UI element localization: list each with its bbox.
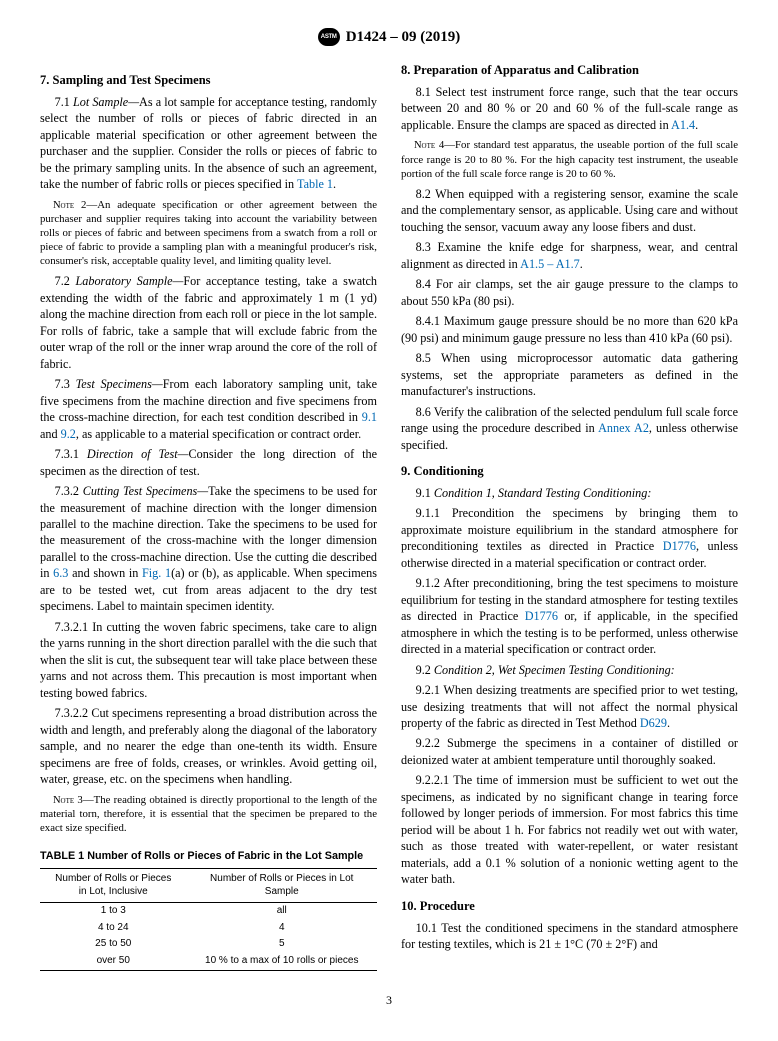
period: . (667, 716, 670, 730)
para-8-6: 8.6 Verify the calibration of the select… (401, 404, 738, 453)
cell: 5 (187, 936, 378, 953)
para-7-3-1: 7.3.1 Direction of Test—Consider the lon… (40, 446, 377, 479)
clause-num: 9.1 (416, 486, 434, 500)
laboratory-sample-heading: Laboratory Sample— (76, 274, 184, 288)
ref-fig-1[interactable]: Fig. 1 (142, 566, 171, 580)
para-7-3-2: 7.3.2 Cutting Test Specimens—Take the sp… (40, 483, 377, 615)
cell: over 50 (40, 952, 187, 971)
ref-9-2[interactable]: 9.2 (61, 427, 76, 441)
astm-logo-icon (318, 28, 340, 46)
col2-line2: Sample (265, 886, 299, 897)
para-9-2-1-body: 9.2.1 When desizing treatments are speci… (401, 683, 738, 730)
table-1-caption: TABLE 1 Number of Rolls or Pieces of Fab… (40, 849, 377, 864)
para-10-1: 10.1 Test the conditioned specimens in t… (401, 920, 738, 953)
cell: 25 to 50 (40, 936, 187, 953)
para-7-2-body: For acceptance testing, take a swatch ex… (40, 274, 377, 370)
para-8-4: 8.4 For air clamps, set the air gauge pr… (401, 276, 738, 309)
table-row: over 5010 % to a max of 10 rolls or piec… (40, 952, 377, 971)
clause-num: 7.1 (55, 95, 73, 109)
direction-of-test-heading: Direction of Test— (87, 447, 189, 461)
sep-mid: and shown in (68, 566, 142, 580)
para-9-2-1: 9.2.1 When desizing treatments are speci… (401, 682, 738, 731)
note-2: Note 2—An adequate specification or othe… (40, 198, 377, 269)
para-8-4-1: 8.4.1 Maximum gauge pressure should be n… (401, 313, 738, 346)
document-code: D1424 – 09 (2019) (346, 29, 461, 46)
table-row: 4 to 244 (40, 919, 377, 936)
table-1: Number of Rolls or Pieces in Lot, Inclusi… (40, 868, 377, 972)
clause-num: 7.3.2 (55, 484, 83, 498)
ref-annex-a2[interactable]: Annex A2 (598, 421, 649, 435)
table-1-col2-header: Number of Rolls or Pieces in Lot Sample (187, 868, 378, 902)
para-7-3-2-1: 7.3.2.1 In cutting the woven fabric spec… (40, 619, 377, 701)
ref-a1-4[interactable]: A1.4 (671, 118, 695, 132)
para-7-2: 7.2 Laboratory Sample—For acceptance tes… (40, 273, 377, 372)
cell: all (187, 902, 378, 919)
clause-num: 7.2 (55, 274, 76, 288)
para-9-1: 9.1 Condition 1, Standard Testing Condit… (401, 485, 738, 501)
cell: 4 to 24 (40, 919, 187, 936)
test-specimens-heading: Test Specimens— (76, 377, 163, 391)
para-7-3: 7.3 Test Specimens—From each laboratory … (40, 376, 377, 442)
sep-and: and (40, 427, 61, 441)
note-3-num: 3— (74, 794, 93, 806)
table-row: 25 to 505 (40, 936, 377, 953)
para-7-1: 7.1 Lot Sample—As a lot sample for accep… (40, 94, 377, 193)
section-9-title: 9. Conditioning (401, 463, 738, 480)
para-7-3-body-b: , as applicable to a material specificat… (76, 427, 361, 441)
section-10-title: 10. Procedure (401, 898, 738, 915)
ref-table-1[interactable]: Table 1 (297, 177, 333, 191)
cutting-test-specimens-heading: Cutting Test Specimens— (83, 484, 208, 498)
col2-line1: Number of Rolls or Pieces in Lot (210, 873, 353, 884)
table-1-block: TABLE 1 Number of Rolls or Pieces of Fab… (40, 849, 377, 971)
table-1-col1-header: Number of Rolls or Pieces in Lot, Inclusi… (40, 868, 187, 902)
ref-a1-5-7[interactable]: A1.5 – A1.7 (520, 257, 580, 271)
para-9-2-2: 9.2.2 Submerge the specimens in a contai… (401, 735, 738, 768)
para-9-2-2-1: 9.2.2.1 The time of immersion must be su… (401, 772, 738, 887)
ref-d1776-a[interactable]: D1776 (663, 539, 696, 553)
clause-num: 7.3.1 (55, 447, 87, 461)
clause-num: 7.3 (55, 377, 76, 391)
col1-line1: Number of Rolls or Pieces (55, 873, 171, 884)
lot-sample-heading: Lot Sample— (73, 95, 139, 109)
cell: 4 (187, 919, 378, 936)
para-7-3-2-2: 7.3.2.2 Cut specimens representing a bro… (40, 705, 377, 787)
para-9-1-2: 9.1.2 After preconditioning, bring the t… (401, 575, 738, 657)
ref-d1776-b[interactable]: D1776 (525, 609, 558, 623)
para-8-5: 8.5 When using microprocessor automatic … (401, 350, 738, 399)
para-8-2: 8.2 When equipped with a registering sen… (401, 186, 738, 235)
cell: 1 to 3 (40, 902, 187, 919)
note-4-num: 4— (435, 139, 455, 151)
note-4-label: Note (414, 140, 435, 151)
condition-2-heading: Condition 2, Wet Specimen Testing Condit… (434, 663, 675, 677)
table-row: 1 to 3all (40, 902, 377, 919)
note-2-label: Note (53, 200, 74, 211)
note-3: Note 3—The reading obtained is directly … (40, 793, 377, 836)
condition-1-heading: Condition 1, Standard Testing Conditioni… (434, 486, 651, 500)
note-4: Note 4—For standard test apparatus, the … (401, 138, 738, 181)
section-7-title: 7. Sampling and Test Specimens (40, 72, 377, 89)
cell: 10 % to a max of 10 rolls or pieces (187, 952, 378, 971)
period: . (333, 177, 336, 191)
ref-9-1[interactable]: 9.1 (362, 410, 377, 424)
para-9-1-1: 9.1.1 Precondition the specimens by brin… (401, 505, 738, 571)
page-header: D1424 – 09 (2019) (40, 28, 738, 46)
note-2-num: 2— (74, 199, 97, 211)
ref-d629[interactable]: D629 (640, 716, 667, 730)
para-8-3: 8.3 Examine the knife edge for sharpness… (401, 239, 738, 272)
para-8-1: 8.1 Select test instrument force range, … (401, 84, 738, 133)
period: . (580, 257, 583, 271)
section-8-title: 8. Preparation of Apparatus and Calibrat… (401, 62, 738, 79)
period: . (695, 118, 698, 132)
clause-num: 9.2 (416, 663, 434, 677)
note-3-label: Note (53, 795, 74, 806)
content-columns: 7. Sampling and Test Specimens 7.1 Lot S… (40, 62, 738, 971)
ref-6-3[interactable]: 6.3 (53, 566, 68, 580)
para-9-2: 9.2 Condition 2, Wet Specimen Testing Co… (401, 662, 738, 678)
col1-line2: in Lot, Inclusive (79, 886, 148, 897)
page-number: 3 (40, 993, 738, 1008)
